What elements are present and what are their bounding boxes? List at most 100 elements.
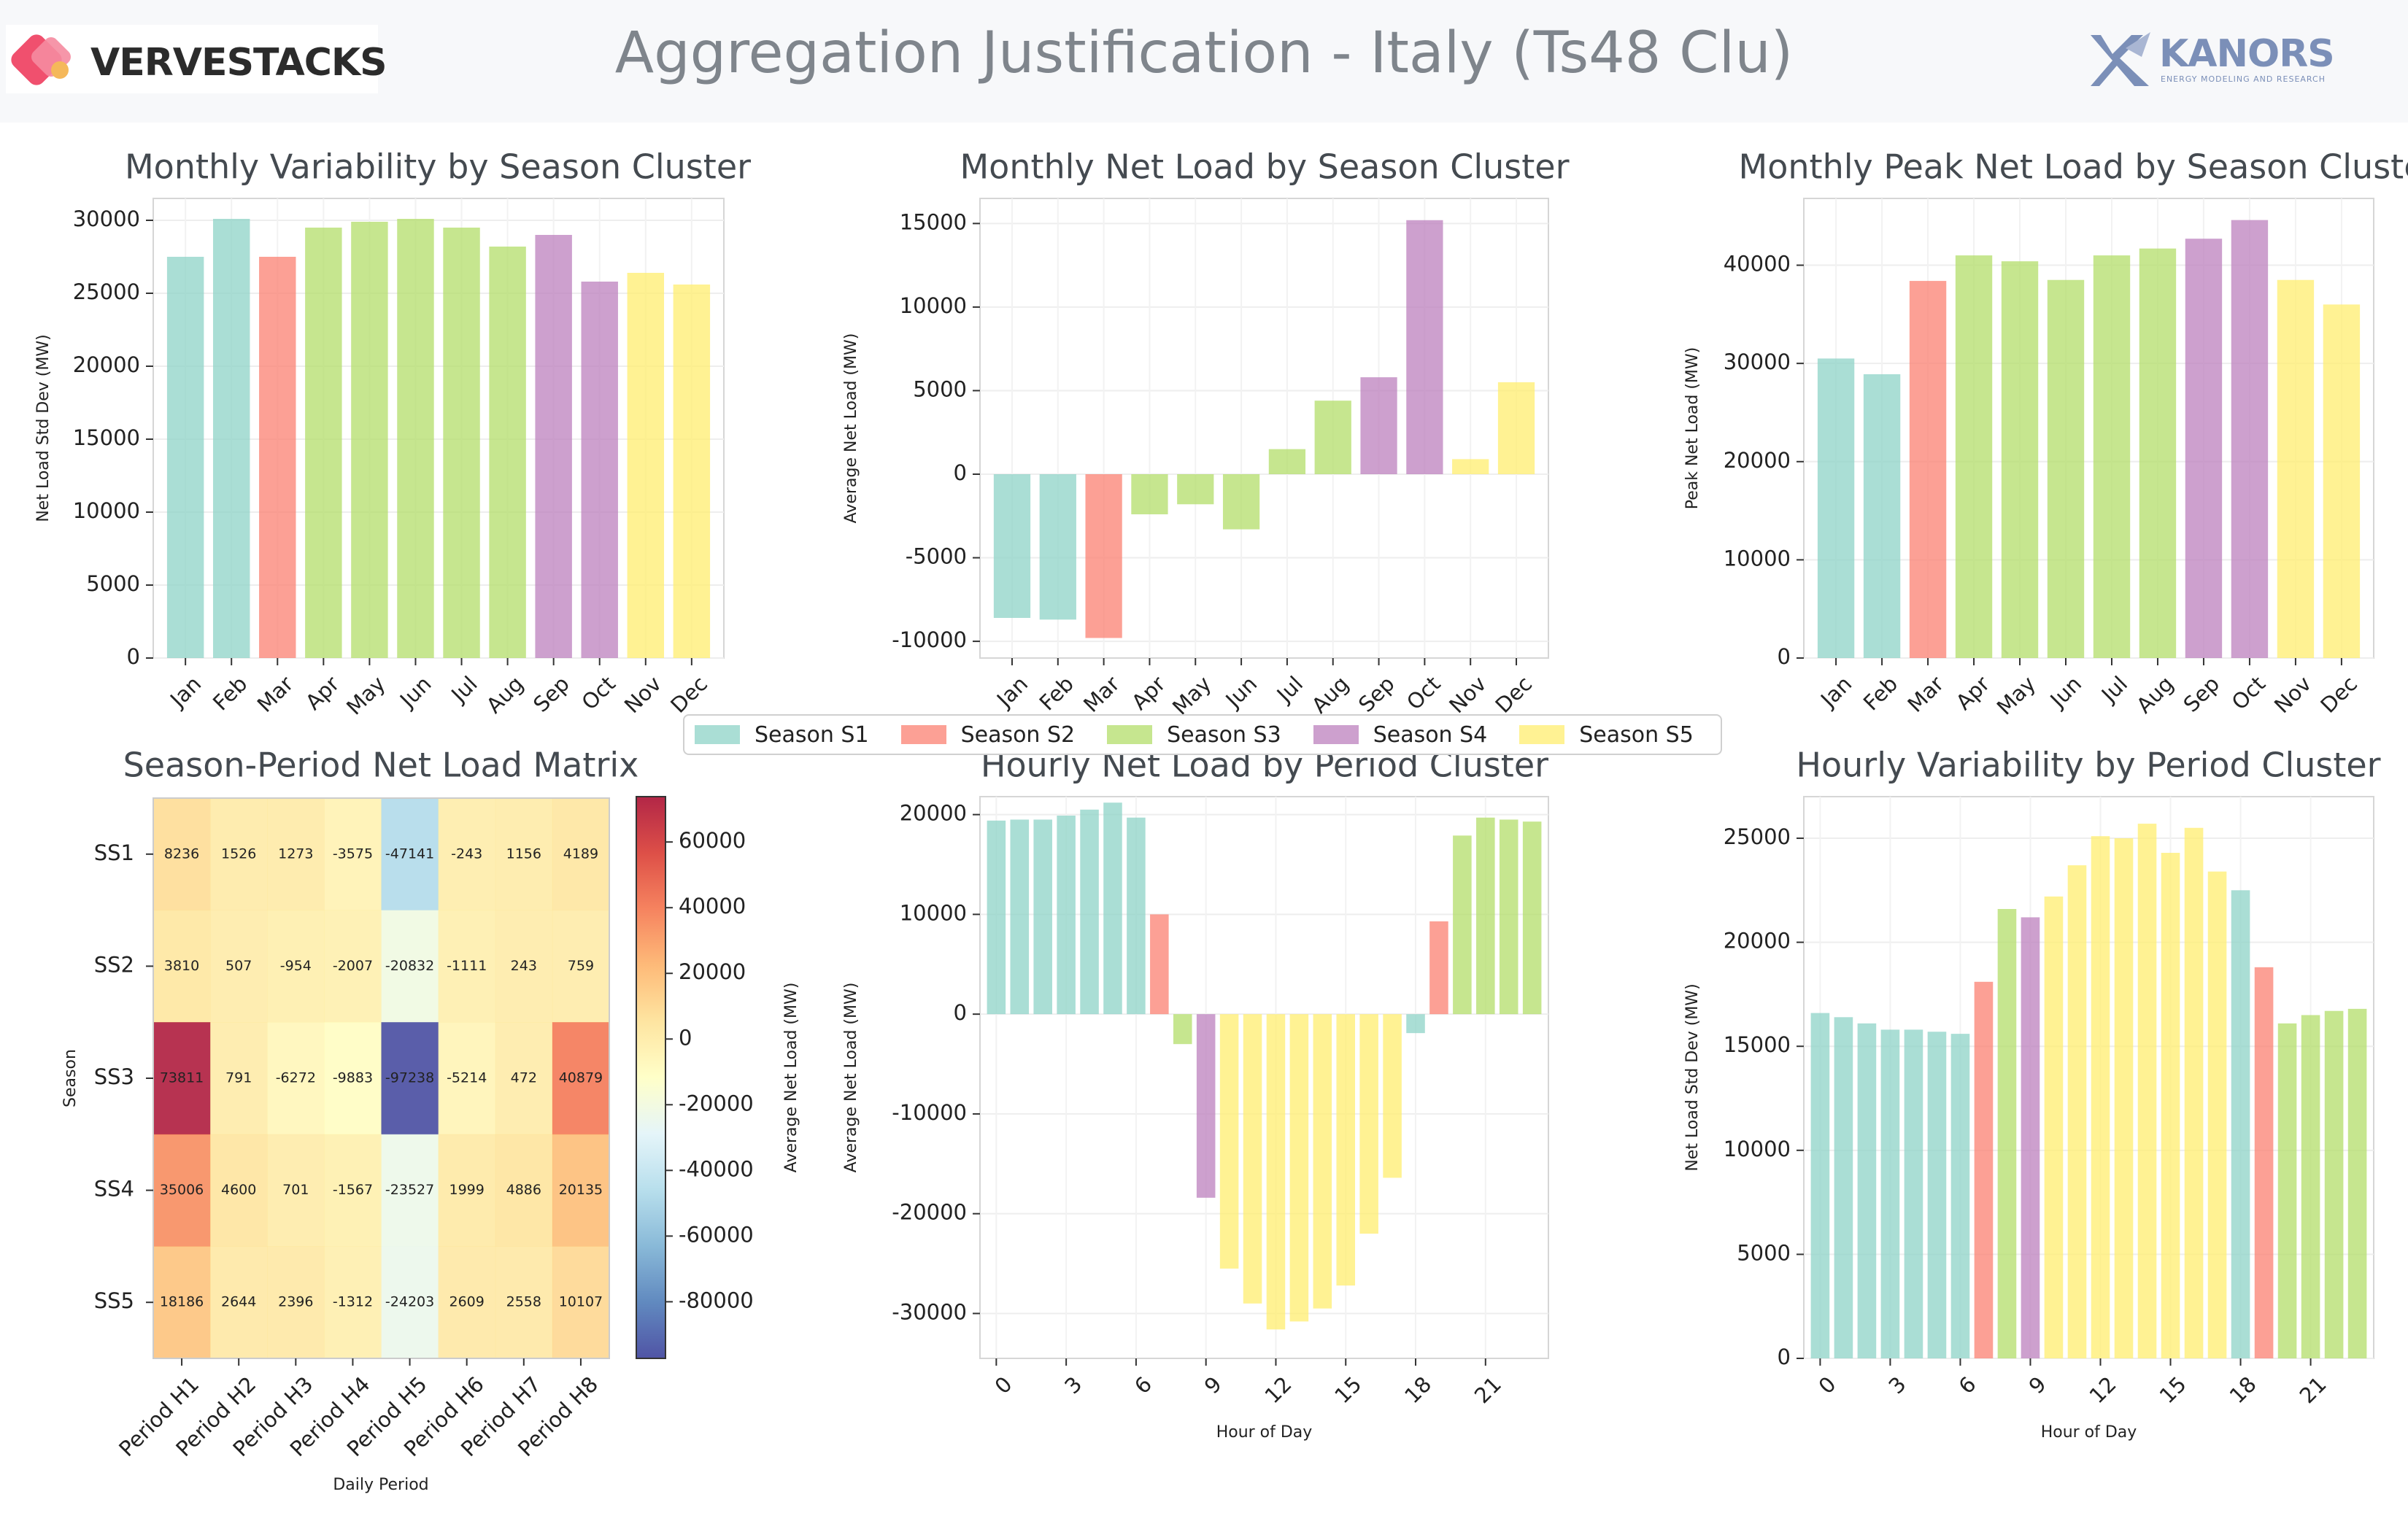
heatmap-cell-label: -24203 [385,1294,434,1310]
c3-title: Monthly Peak Net Load by Season Cluster [1739,147,2408,187]
c3-x-tick-label: Dec [2315,671,2362,718]
kanors-logo-subtext: ENERGY MODELING AND RESEARCH [2161,74,2326,84]
c1-bar-Sep [535,235,572,658]
c3-x-tick-label: Oct [2227,671,2271,715]
c2-x-tick-label: Jun [1220,671,1262,713]
c2-bar-Oct [1406,220,1443,474]
c2-bar-Sep [1360,377,1397,474]
c2-x-tick-label: Aug [1307,671,1354,718]
c2-y-tick-label: 0 [954,460,967,485]
heatmap-cell-label: -954 [280,958,312,974]
c5-x-tick-label: 18 [1400,1372,1436,1408]
c5-y-tick-label: -30000 [892,1299,967,1324]
c6-y-tick-label: 10000 [1724,1137,1791,1161]
heatmap-cell-label: -9883 [333,1070,373,1086]
colorbar-tick-label: -80000 [679,1288,754,1312]
heatmap-cell-SS1-1 [153,798,211,911]
vervestacks-logo-mark [11,34,71,85]
heatmap-cell-label: 18186 [160,1294,204,1310]
c2-bar-Dec [1497,382,1535,474]
c6-x-tick-label: 9 [2024,1372,2051,1398]
heatmap-cell-SS5-3 [267,1246,325,1359]
legend-swatch [1107,725,1153,744]
c1-bar-Jun [397,219,434,658]
c5-bar-12 [1266,1014,1286,1330]
heatmap-row-label: SS5 [94,1288,134,1313]
heatmap-cell-label: 1999 [449,1182,485,1198]
c3-bar-Dec [2323,304,2361,658]
colorbar-tick-label: -40000 [679,1156,754,1181]
heatmap-cell-label: -23527 [385,1182,434,1198]
c2-x-tick-label: May [1168,671,1216,719]
heatmap-cell-SS3-8 [552,1022,610,1135]
c3-bar-Oct [2231,220,2269,659]
c3-bar-May [2001,261,2039,659]
c1-x-tick-label: Sep [528,671,574,717]
kanors-logo-text: KANORS [2159,32,2335,76]
heatmap-cell-SS1-3 [267,798,325,911]
heatmap-cell-label: -2007 [333,958,373,974]
c1-title: Monthly Variability by Season Cluster [125,147,751,187]
legend-item-S4: Season S4 [1313,721,1488,748]
colorbar-tick-label: 0 [679,1025,692,1050]
heatmap-cell-label: -6272 [276,1070,316,1086]
c1-x-tick-label: May [341,671,390,719]
c1-bar-Apr [305,228,342,658]
c3-bar-Aug [2139,248,2177,659]
c5-y-tick-label: 10000 [900,900,967,925]
c5-bar-23 [1522,821,1542,1015]
c6-bar-17 [2207,871,2227,1358]
legend-item-S3: Season S3 [1107,722,1281,748]
c6-bar-2 [1857,1023,1877,1358]
c6-bar-20 [2277,1023,2297,1358]
c2-bar-May [1177,474,1214,505]
heatmap-cell-SS3-5 [381,1022,439,1135]
c6-y-tick-label: 15000 [1724,1032,1791,1057]
heatmap-cell-label: -1567 [333,1182,373,1198]
c2-x-tick-label: Oct [1402,671,1446,715]
c6-bar-3 [1880,1029,1900,1358]
heatmap-cell-label: 1156 [506,846,541,862]
c2-y-tick-label: -10000 [892,627,967,652]
c6-bar-16 [2184,827,2204,1358]
c6-bar-19 [2254,967,2274,1358]
heatmap-cell-label: 35006 [160,1182,204,1198]
heatmap-cell-SS3-4 [324,1022,382,1135]
c3-x-tick-label: Sep [2178,671,2224,717]
c2-y-tick-label: -5000 [906,544,967,569]
heatmap-cell-label: 2558 [506,1294,541,1310]
c5-x-tick-label: 3 [1060,1372,1087,1398]
c3-y-tick-label: 30000 [1724,349,1791,374]
c2-bar-Jun [1222,474,1260,530]
c1-bar-Jul [443,228,480,658]
heatmap-cell-SS5-6 [438,1246,496,1359]
c1-x-tick-label: Jan [164,671,206,713]
legend-label: Season S3 [1167,721,1281,748]
vervestacks-logo: VERVESTACKS [6,25,387,93]
c3-bar-Jun [2047,279,2085,658]
c3-x-tick-label: Mar [1903,671,1949,717]
c5-bar-1 [1010,819,1030,1015]
c2-y-tick-label: 5000 [913,376,967,401]
c2-x-tick-label: Mar [1078,671,1124,717]
heatmap-cell-SS4-6 [438,1134,496,1247]
colorbar-tick-label: -20000 [679,1091,754,1115]
c6-bar-4 [1904,1029,1923,1358]
heatmap-row-label: SS1 [94,840,134,865]
heatmap-title: Season-Period Net Load Matrix [123,746,639,785]
c3-bar-Apr [1955,255,1993,659]
c6-bar-7 [1974,981,1994,1358]
heatmap-cell-label: 701 [282,1182,309,1198]
heatmap-cell-SS2-8 [552,910,610,1023]
heatmap-cell-label: 40879 [559,1070,603,1086]
c6-bar-14 [2137,824,2157,1358]
heatmap-cell-label: 472 [511,1070,537,1086]
legend-label: Season S4 [1373,721,1488,748]
heatmap-cell-SS4-3 [267,1134,325,1247]
c1-y-axis-label: Net Load Std Dev (MW) [34,334,53,522]
c2-x-tick-label: Nov [1444,671,1491,718]
c1-y-tick-label: 10000 [73,498,140,523]
c6-x-tick-label: 6 [1954,1372,1981,1398]
c1-bar-Feb [212,219,250,658]
c6-bar-11 [2067,865,2087,1358]
